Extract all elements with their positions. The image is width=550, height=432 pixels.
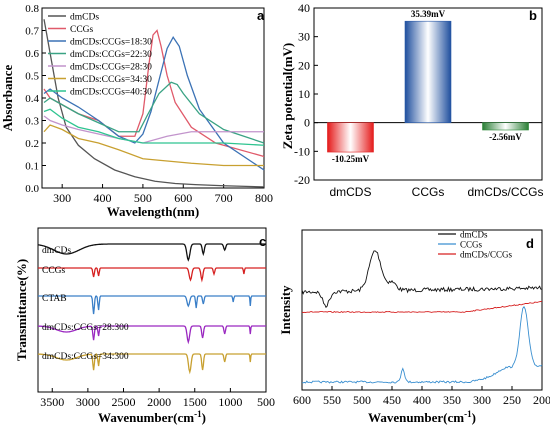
legend-label-dmcds-ccgs: dmCDs/CCGs: [460, 250, 513, 260]
spectrum-label-dmcds-ccgs-28-300: dmCDs:CCGs=28:300: [42, 323, 129, 333]
panel-a-ytick-label: 0.3: [25, 116, 39, 128]
bar-ccgs: [404, 20, 452, 123]
panel-d-xtick-label: 350: [443, 393, 461, 407]
spectrum-line-ctab: [38, 295, 266, 315]
panel-c-frame: [37, 227, 267, 393]
panel-a-ytick-label: 0.6: [25, 48, 39, 60]
panel-c-xtick-label: 2500: [112, 395, 136, 409]
panel-c-xtick-label: 1500: [183, 395, 207, 409]
panel-d-xtick-label: 550: [323, 393, 341, 407]
panel-a-ylabel: Absorbance: [0, 65, 15, 132]
panel-d: d 600 550 500 450 400 350 300 250 200 dmCDsCCGsd…: [278, 229, 550, 425]
panel-c-letter: c: [259, 234, 266, 249]
category-label-dmcds-ccgs: dmCDs/CCGs: [468, 185, 544, 199]
spectrum-label-ctab: CTAB: [42, 294, 67, 304]
panel-a: a 300 400 500 600 700 800 0.0 0.1 0.2 0.3 0.4 0.5 0…: [0, 3, 273, 219]
panel-a-xtick-label: 500: [134, 191, 152, 205]
series-line-dmcds-ccgs-40-30: [43, 108, 265, 146]
legend-label-dmcds: dmCDs: [460, 230, 488, 240]
spectrum-line-ccgs: [38, 267, 266, 283]
panel-a-ytick-label: 0.4: [25, 93, 39, 105]
series-line-dmcds-ccgs-18-30: [43, 35, 265, 171]
spectrum-line-dmcds: [301, 250, 543, 309]
legend-label-dmcds-ccgs-18-30: dmCDs:CCGs=18:30: [70, 38, 152, 48]
bar-value-label-ccgs: 35.39mV: [411, 9, 446, 19]
legend-label-dmcds-ccgs-22-30: dmCDs:CCGs=22:30: [70, 50, 152, 60]
panel-b-ytick-label: 0: [304, 116, 310, 130]
panel-b-ylabel: Zeta potential(mV): [280, 43, 295, 150]
panel-b-ytick-label: -10: [294, 144, 310, 158]
panel-a-xtick-label: 700: [215, 191, 233, 205]
panel-c-xtick-label: 1000: [218, 395, 242, 409]
panel-a-xtick-label: 600: [174, 191, 192, 205]
spectrum-label-ccgs: CCGs: [42, 266, 66, 276]
panel-c-xtick-label: 3500: [40, 395, 64, 409]
panel-c-xlabel: Wavenumber(cm-1): [98, 409, 206, 425]
panel-a-xlabel: Wavelength(nm): [107, 204, 199, 219]
panel-c-xtick-label: 3000: [76, 395, 100, 409]
panel-a-ytick-label: 0.2: [25, 138, 39, 150]
panel-a-ytick-label: 0.1: [25, 161, 39, 173]
panel-b-ytick-label: 40: [298, 1, 310, 15]
spectrum-label-dmcds: dmCDs: [42, 246, 71, 256]
panel-d-xtick-label: 600: [293, 393, 311, 407]
panel-d-xtick-label: 400: [413, 393, 431, 407]
legend-label-dmcds-ccgs-34-30: dmCDs:CCGs=34:30: [70, 75, 152, 85]
legend-label-dmcds: dmCDs: [70, 13, 99, 23]
legend-label-ccgs: CCGs: [460, 240, 483, 250]
panel-d-xlabel: Wavenumber(cm-1): [368, 409, 476, 425]
panel-a-ytick-label: 0.0: [25, 183, 39, 195]
series-line-dmcds: [43, 19, 265, 188]
panel-b-ytick-label: 10: [298, 87, 310, 101]
panel-a-xtick-label: 400: [94, 191, 112, 205]
spectrum-line-dmcds-ccgs: [301, 300, 543, 314]
panel-d-ylabel: Intensity: [278, 285, 293, 335]
series-line-dmcds-ccgs-22-30: [43, 81, 265, 144]
panel-d-xtick-label: 300: [473, 393, 491, 407]
panel-d-xtick-label: 200: [533, 393, 550, 407]
bar-dmcds-ccgs: [482, 122, 529, 131]
panel-a-xtick-label: 800: [255, 191, 273, 205]
panel-a-ytick-label: 0.8: [25, 3, 39, 15]
panel-d-xtick-label: 450: [383, 393, 401, 407]
panel-c-xtick-label: 2000: [147, 395, 171, 409]
panel-c: c 3500 3000 2500 2000 1500 1000 500 dmCDs CCGs C…: [14, 227, 275, 425]
panel-c-xtick-label: 500: [257, 395, 275, 409]
bar-dmcds: [327, 122, 374, 153]
series-line-dmcds-ccgs-34-30: [43, 124, 264, 167]
category-label-dmcds: dmCDS: [329, 185, 371, 199]
panel-b-ytick-label: 30: [298, 30, 310, 44]
bar-value-label-dmcds: -10.25mV: [332, 154, 370, 164]
panel-b-ytick-label: -20: [294, 173, 310, 187]
spectrum-line-ccgs: [302, 305, 543, 384]
spectrum-line-dmcds-ccgs-28-300: [38, 325, 266, 345]
series-line-dmcds-ccgs-28-30: [43, 115, 264, 144]
panel-b: b -20 -10 0 10 20 30 40 -10.25mV dmCDS 35.39mV CC…: [280, 1, 544, 199]
category-label-ccgs: CCGs: [412, 185, 445, 199]
panel-b-letter: b: [529, 8, 537, 23]
spectrum-label-dmcds-ccgs-34-300: dmCDs:CCGs=34:300: [42, 352, 129, 362]
panel-a-xtick-label: 300: [53, 191, 71, 205]
panel-b-ytick-label: 20: [298, 58, 310, 72]
legend-label-ccgs: CCGs: [70, 25, 94, 35]
spectrum-line-dmcds-ccgs-34-300: [38, 353, 266, 375]
panel-d-xtick-label: 250: [503, 393, 521, 407]
bar-value-label-dmcds-ccgs: -2.56mV: [489, 132, 522, 142]
panel-c-ylabel: Transmittance(%): [14, 259, 29, 361]
panel-a-ytick-label: 0.7: [25, 26, 39, 38]
panel-d-letter: d: [526, 236, 534, 251]
panel-d-xtick-label: 500: [353, 393, 371, 407]
panel-a-ytick-label: 0.5: [25, 71, 39, 83]
panel-a-letter: a: [257, 8, 265, 23]
spectrum-line-dmcds: [37, 243, 266, 262]
legend-label-dmcds-ccgs-40-30: dmCDs:CCGs=40:30: [70, 88, 152, 98]
legend-label-dmcds-ccgs-28-30: dmCDs:CCGs=28:30: [70, 63, 152, 73]
